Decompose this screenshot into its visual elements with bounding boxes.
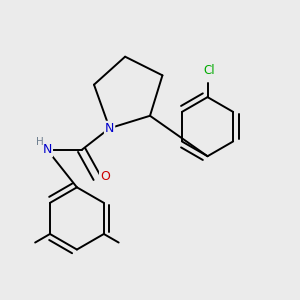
Text: N: N — [105, 122, 114, 135]
Text: H: H — [36, 137, 43, 147]
Text: Cl: Cl — [203, 64, 215, 77]
Text: N: N — [43, 143, 52, 157]
Text: O: O — [100, 170, 110, 183]
